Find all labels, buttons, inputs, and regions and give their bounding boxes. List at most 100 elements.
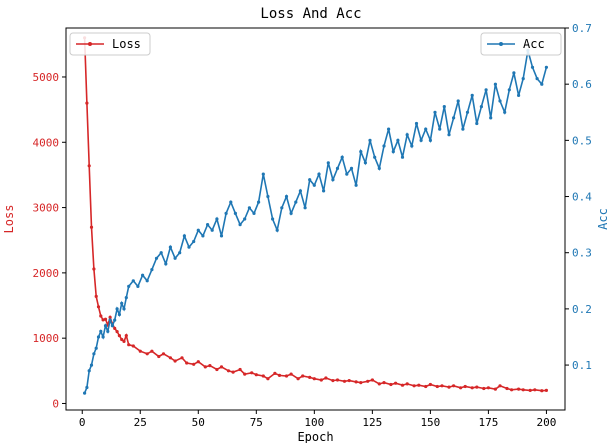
acc-point	[182, 234, 186, 238]
x-tick-label: 50	[192, 416, 205, 429]
acc-point	[85, 385, 89, 390]
loss-point	[312, 377, 316, 381]
acc-point	[303, 206, 307, 210]
loss-point	[459, 386, 463, 390]
loss-point	[273, 371, 277, 375]
loss-point	[463, 384, 467, 389]
loss-point	[99, 314, 103, 318]
acc-point	[517, 93, 521, 97]
loss-point	[424, 384, 428, 389]
loss-point	[277, 373, 282, 377]
y-right-tick-label: 0.5	[572, 134, 592, 147]
x-tick-label: 75	[250, 416, 263, 429]
acc-point	[145, 279, 149, 283]
loss-point	[192, 362, 196, 366]
acc-point	[115, 307, 119, 311]
y-left-tick-label: 1000	[33, 332, 60, 345]
y-left-tick-label: 0	[52, 397, 59, 410]
loss-point	[115, 330, 119, 334]
loss-point	[428, 382, 432, 387]
acc-point	[92, 352, 96, 356]
acc-point	[284, 194, 289, 199]
acc-point	[159, 251, 163, 255]
series-acc	[83, 48, 549, 395]
loss-point	[452, 384, 456, 388]
loss-point	[101, 318, 105, 322]
acc-point	[322, 189, 326, 193]
acc-point	[507, 88, 511, 92]
loss-point	[243, 372, 247, 376]
loss-point	[250, 371, 254, 375]
loss-point	[544, 388, 549, 392]
acc-point	[498, 99, 502, 103]
loss-point	[319, 378, 323, 382]
loss-point	[382, 381, 386, 385]
loss-point	[354, 380, 358, 384]
acc-point	[261, 172, 265, 176]
y-left-axis-title: Loss	[2, 205, 16, 234]
acc-point	[345, 172, 349, 176]
acc-point	[479, 105, 483, 109]
loss-point	[120, 337, 124, 342]
series-loss	[83, 36, 549, 393]
acc-point	[141, 273, 145, 277]
loss-point	[266, 377, 270, 381]
acc-point	[452, 116, 456, 120]
acc-point	[131, 279, 135, 283]
loss-point	[117, 334, 121, 338]
acc-point	[247, 206, 251, 210]
acc-point	[447, 133, 451, 137]
loss-point	[203, 365, 207, 369]
loss-line	[83, 37, 547, 392]
loss-point	[157, 354, 161, 359]
loss-point	[94, 294, 98, 298]
loss-point	[521, 388, 525, 392]
acc-point	[210, 228, 214, 232]
acc-point	[168, 245, 172, 249]
legend-box	[480, 32, 562, 56]
x-tick-label: 175	[478, 416, 498, 429]
acc-point	[187, 245, 191, 249]
acc-point	[99, 329, 103, 333]
loss-point	[533, 388, 537, 392]
loss-point	[296, 377, 300, 381]
acc-point	[382, 144, 386, 148]
loss-point	[145, 352, 149, 356]
acc-point	[178, 251, 182, 255]
acc-point	[544, 65, 549, 69]
y-right-tick-label: 0.1	[572, 359, 592, 372]
loss-point	[342, 379, 347, 383]
acc-point	[87, 369, 91, 373]
acc-point	[201, 234, 205, 238]
acc-point	[122, 307, 126, 311]
acc-point	[368, 138, 372, 142]
x-axis: 0 25 50 75 100 125 150 175 200	[79, 410, 556, 429]
acc-point	[331, 178, 335, 182]
acc-point	[326, 161, 330, 165]
acc-point	[535, 77, 539, 81]
x-tick-label: 200	[536, 416, 556, 429]
y-right-tick-label: 0.6	[572, 78, 592, 91]
loss-point	[238, 367, 242, 372]
loss-point	[138, 349, 142, 353]
loss-point	[308, 375, 312, 379]
loss-point	[87, 164, 91, 168]
acc-point	[461, 127, 465, 131]
acc-point	[192, 239, 196, 244]
acc-point	[271, 217, 275, 221]
acc-point	[387, 127, 391, 131]
acc-point	[275, 228, 279, 232]
loss-point	[131, 344, 135, 348]
acc-point	[120, 301, 124, 305]
loss-point	[92, 267, 96, 271]
loss-point	[405, 382, 409, 386]
acc-point	[215, 217, 219, 221]
loss-point	[377, 382, 381, 386]
loss-point	[103, 317, 108, 321]
x-tick-label: 0	[79, 416, 86, 429]
acc-point	[229, 200, 233, 204]
acc-point	[96, 335, 101, 339]
loss-point	[412, 384, 416, 388]
loss-point	[196, 360, 200, 364]
